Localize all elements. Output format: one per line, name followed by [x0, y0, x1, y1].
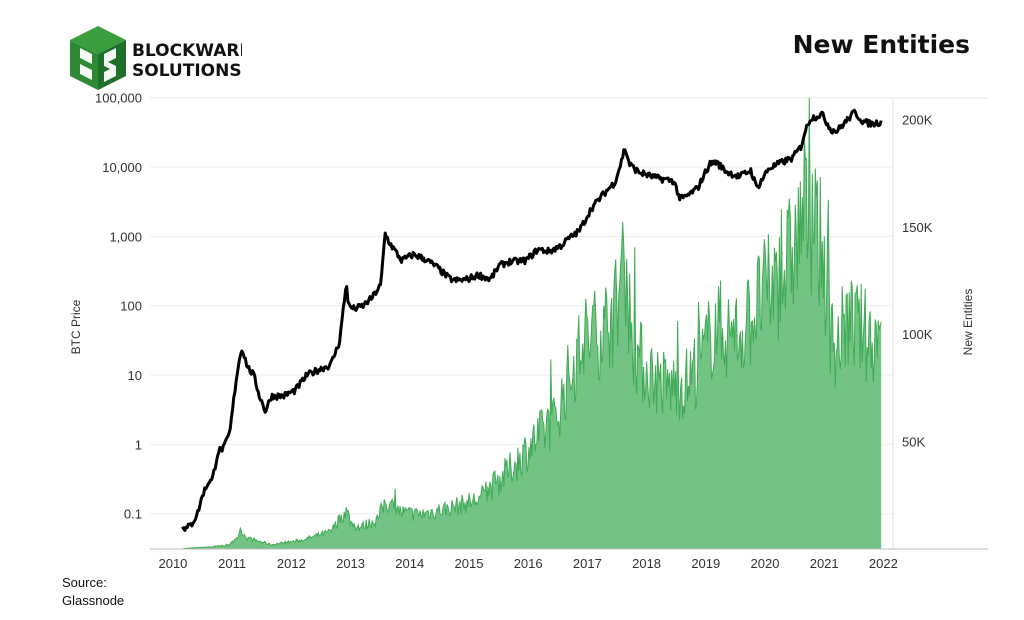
x-tick-label: 2015: [455, 556, 484, 570]
x-tick-label: 2019: [691, 556, 720, 570]
y-right-tick-label: 200K: [902, 112, 933, 127]
y-left-label: BTC Price: [69, 299, 83, 354]
y-left-tick-label: 10,000: [102, 160, 142, 175]
x-tick-label: 2020: [751, 556, 780, 570]
y-right-label: New Entities: [961, 289, 975, 356]
y-right-tick-label: 100K: [902, 327, 933, 342]
x-tick-label: 2014: [395, 556, 424, 570]
y-left-tick-label: 1,000: [109, 229, 142, 244]
y-left-tick-label: 0.1: [124, 507, 142, 522]
brand-line1: BLOCKWARE: [132, 41, 242, 61]
y-left-ticks: 0.1 1 10 100 1,000 10,000 100,000: [95, 91, 142, 522]
y-left-tick-label: 100,000: [95, 91, 142, 106]
source-note: Source: Glassnode: [62, 574, 124, 610]
source-name: Glassnode: [62, 593, 125, 608]
x-tick-label: 2012: [277, 556, 306, 570]
source-label: Source:: [62, 575, 107, 590]
x-tick-label: 2016: [514, 556, 543, 570]
y-right-tick-label: 150K: [902, 220, 933, 235]
y-left-tick-label: 1: [135, 437, 142, 452]
x-tick-label: 2011: [218, 556, 246, 570]
y-left-tick-label: 10: [128, 368, 142, 383]
new-entities-line: [182, 97, 882, 550]
x-tick-label: 2018: [632, 556, 661, 570]
page-title: New Entities: [792, 30, 970, 59]
new-entities-area: [182, 98, 882, 549]
x-tick-label: 2021: [810, 556, 839, 570]
brand-line2: SOLUTIONS: [132, 61, 242, 81]
x-tick-label: 2022: [869, 556, 898, 570]
new-entities-series: [182, 97, 882, 550]
btc-price-line: [181, 108, 883, 532]
chart: 0.1 1 10 100 1,000 10,000 100,000 50K 100K 150K 2…: [69, 91, 988, 570]
y-right-tick-label: 50K: [902, 435, 925, 450]
x-tick-label: 2010: [158, 556, 187, 570]
y-left-tick-label: 100: [120, 299, 142, 314]
btc-price-series: [181, 108, 883, 532]
x-tick-label: 2013: [336, 556, 365, 570]
x-ticks: 2010 2011 2012 2013 2014 2015 2016 2017 2018 2019…: [158, 556, 897, 570]
x-tick-label: 2017: [573, 556, 602, 570]
y-right-ticks: 50K 100K 150K 200K: [902, 112, 933, 449]
logo-cube-icon: [70, 26, 126, 90]
blockware-logo: BLOCKWARE SOLUTIONS: [70, 26, 242, 90]
